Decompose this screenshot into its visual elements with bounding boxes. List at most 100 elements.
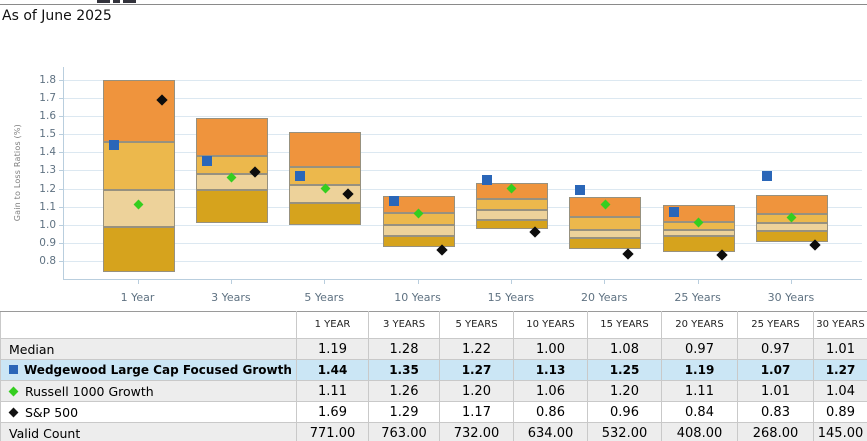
- y-tick-mark: [59, 260, 63, 262]
- gridline: [64, 242, 862, 244]
- y-tick-label: 1.3: [39, 164, 56, 177]
- series-square-marker: [668, 207, 679, 218]
- cropped-title-fragment: [123, 0, 136, 3]
- value-cell: 1.19: [296, 338, 369, 360]
- y-tick-label: 1.2: [39, 182, 56, 195]
- series-diamond-marker: [622, 248, 634, 260]
- x-category-label: 25 Years: [674, 291, 721, 304]
- y-tick-mark: [59, 80, 63, 82]
- value-cell: 1.19: [661, 359, 738, 381]
- value-cell: 1.11: [296, 380, 369, 402]
- x-tick-mark: [510, 280, 512, 284]
- value-cell: 145.00: [813, 422, 867, 441]
- y-tick-mark: [59, 242, 63, 244]
- quartile-band: [289, 203, 362, 225]
- table-row: S&P 500 1.69 1.29 1.17 0.86 0.96 0.84 0.83 0.89: [0, 401, 867, 423]
- row-label-text: Wedgewood Large Cap Focused Growth: [24, 363, 292, 377]
- y-tick-mark: [59, 134, 63, 136]
- x-category-label: 3 Years: [211, 291, 251, 304]
- x-category-label: 10 Years: [394, 291, 441, 304]
- gridline: [64, 170, 862, 172]
- y-tick-mark: [59, 116, 63, 118]
- value-cell: 1.26: [368, 380, 440, 402]
- x-tick-mark: [417, 280, 419, 284]
- series-square-marker: [388, 196, 399, 207]
- value-cell: 0.96: [587, 401, 662, 423]
- y-tick-mark: [59, 152, 63, 154]
- value-cell: 0.84: [661, 401, 738, 423]
- value-cell: 532.00: [587, 422, 662, 441]
- row-label-text: S&P 500: [25, 404, 79, 420]
- x-tick-mark: [790, 280, 792, 284]
- row-label: Wedgewood Large Cap Focused Growth: [0, 359, 297, 381]
- gridline: [64, 98, 862, 100]
- column-header: 15 YEARS: [587, 311, 662, 339]
- series-square-marker: [481, 174, 492, 185]
- value-cell: 1.44: [296, 359, 369, 381]
- value-cell: 1.08: [587, 338, 662, 360]
- row-label: Median: [0, 338, 297, 360]
- y-tick-label: 0.9: [39, 236, 56, 249]
- cropped-title-fragment: [97, 0, 110, 3]
- gridline: [64, 134, 862, 136]
- table-row: Wedgewood Large Cap Focused Growth 1.44 1.…: [0, 359, 867, 381]
- x-tick-mark: [697, 280, 699, 284]
- table-row: Median 1.19 1.28 1.22 1.00 1.08 0.97 0.97 1.01: [0, 338, 867, 360]
- statistics-table-container: 1 YEAR 3 YEARS 5 YEARS 10 YEARS 15 YEARS 20 Y…: [0, 311, 867, 441]
- column-header: 10 YEARS: [513, 311, 588, 339]
- row-label-text: Valid Count: [9, 425, 81, 441]
- x-tick-mark: [230, 280, 232, 284]
- gridline: [64, 80, 862, 82]
- quartile-band: [662, 230, 735, 237]
- quartile-band: [569, 230, 642, 239]
- blue-square-icon: [9, 365, 18, 374]
- value-cell: 1.28: [368, 338, 440, 360]
- value-cell: 1.69: [296, 401, 369, 423]
- black-diamond-icon: [8, 407, 19, 417]
- y-tick-mark: [59, 98, 63, 100]
- value-cell: 1.04: [813, 380, 867, 402]
- y-tick-mark: [59, 170, 63, 172]
- x-category-label: 15 Years: [487, 291, 535, 304]
- gain-to-loss-ratio-chart: Gain to Loss Ratios (%) 1.8 1.7 1.6 1.5 1.4 1…: [0, 52, 867, 308]
- series-square-marker: [575, 185, 586, 196]
- y-tick-mark: [59, 188, 63, 190]
- column-header: 3 YEARS: [368, 311, 440, 339]
- green-diamond-icon: [8, 386, 19, 396]
- value-cell: 1.22: [439, 338, 514, 360]
- top-divider: [0, 4, 867, 5]
- quartile-band: [102, 80, 175, 142]
- quartile-band: [382, 224, 455, 236]
- value-cell: 1.27: [439, 359, 514, 381]
- value-cell: 0.86: [513, 401, 588, 423]
- value-cell: 0.83: [737, 401, 814, 423]
- quartile-band: [195, 190, 268, 223]
- x-tick-mark: [324, 280, 326, 284]
- row-label: Russell 1000 Growth: [0, 380, 297, 402]
- value-cell: 408.00: [661, 422, 738, 441]
- cropped-title-fragment: [113, 0, 120, 3]
- series-square-marker: [761, 170, 772, 181]
- y-tick-label: 0.8: [39, 254, 56, 267]
- y-tick-label: 1.7: [39, 92, 56, 105]
- quartile-band: [289, 132, 362, 167]
- quartile-band: [102, 226, 175, 272]
- value-cell: 1.35: [368, 359, 440, 381]
- row-label: Valid Count: [0, 422, 297, 441]
- quartile-band: [475, 210, 548, 221]
- value-cell: 0.89: [813, 401, 867, 423]
- x-tick-mark: [137, 280, 139, 284]
- row-label: S&P 500: [0, 401, 297, 423]
- value-cell: 1.13: [513, 359, 588, 381]
- value-cell: 1.17: [439, 401, 514, 423]
- value-cell: 732.00: [439, 422, 514, 441]
- quartile-band: [382, 235, 455, 248]
- quartile-band: [475, 220, 548, 230]
- gridline: [64, 260, 862, 262]
- y-tick-label: 1.1: [39, 200, 56, 213]
- quartile-band: [662, 236, 735, 252]
- value-cell: 1.29: [368, 401, 440, 423]
- quartile-band: [569, 217, 642, 231]
- column-header: 20 YEARS: [661, 311, 738, 339]
